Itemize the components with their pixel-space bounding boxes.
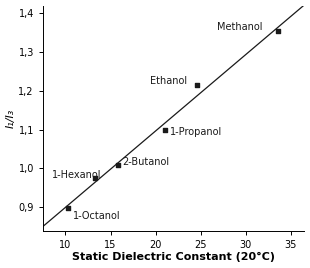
Point — [66, 206, 71, 210]
Y-axis label: I₁/I₃: I₁/I₃ — [6, 109, 16, 128]
Text: Ethanol: Ethanol — [150, 76, 187, 86]
Text: 1-Propanol: 1-Propanol — [170, 127, 222, 137]
Text: 1-Hexanol: 1-Hexanol — [52, 170, 101, 180]
Text: 1-Octanol: 1-Octanol — [73, 211, 120, 221]
Text: 2-Butanol: 2-Butanol — [122, 157, 169, 167]
Point — [93, 176, 98, 180]
Point — [195, 83, 200, 87]
Point — [115, 162, 120, 167]
Text: Methanol: Methanol — [217, 22, 263, 32]
Point — [276, 29, 281, 33]
X-axis label: Static Dielectric Constant (20°C): Static Dielectric Constant (20°C) — [72, 252, 275, 262]
Point — [162, 128, 167, 132]
